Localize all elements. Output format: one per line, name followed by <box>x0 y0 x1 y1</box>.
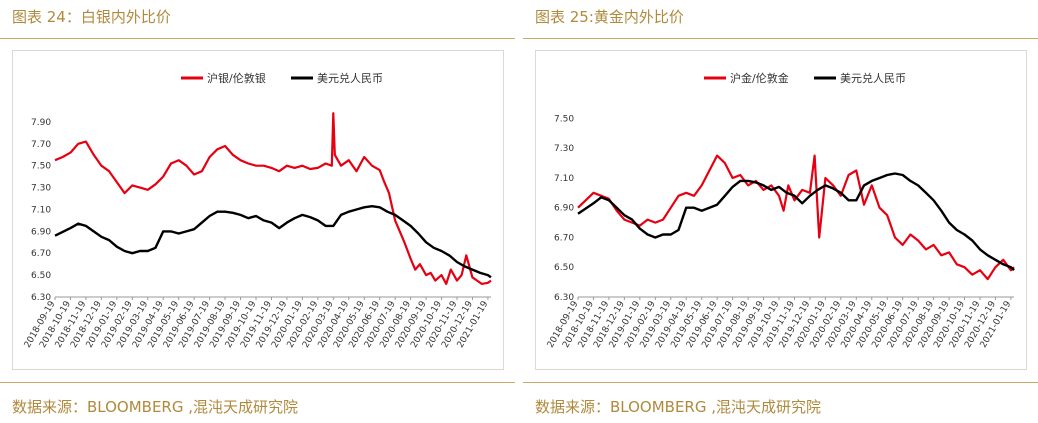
series-line-0 <box>54 112 492 285</box>
y-tick-label: 6.30 <box>554 293 574 303</box>
figure-title: 图表 25:黄金内外比价 <box>535 8 684 26</box>
figure-24-panel: 图表 24：白银内外比价 沪银/伦敦银 美元兑人民币 7.90 7.70 7.50 7.3… <box>0 0 515 423</box>
data-source: 数据来源：BLOOMBERG ,混沌天成研究院 <box>12 398 299 416</box>
y-axis: 7.50 7.30 7.10 6.90 6.70 6.50 6.30 <box>554 114 574 303</box>
y-tick-label: 7.70 <box>31 140 51 150</box>
legend-item-0: 沪银/伦敦银 <box>181 71 266 85</box>
y-tick-label: 6.90 <box>554 204 574 214</box>
y-tick-label: 6.70 <box>31 249 51 259</box>
y-tick-label: 7.30 <box>554 144 574 154</box>
legend-item-1: 美元兑人民币 <box>291 71 383 85</box>
chart-legend: 沪金/伦敦金 美元兑人民币 <box>704 71 906 85</box>
y-tick-label: 7.50 <box>31 162 51 172</box>
y-tick-label: 7.90 <box>31 118 51 128</box>
x-axis: 2018-09-192018-10-192018-11-192018-12-19… <box>23 297 491 350</box>
y-tick-label: 6.30 <box>31 293 51 303</box>
y-tick-label: 6.50 <box>554 263 574 273</box>
series-line-1 <box>54 204 492 279</box>
gold-ratio-chart-svg: 沪金/伦敦金 美元兑人民币 7.50 7.30 7.10 6.90 6.70 6.50 6.30… <box>546 71 1015 350</box>
legend-item-0: 沪金/伦敦金 <box>704 71 789 85</box>
series-line-1 <box>577 172 1015 272</box>
legend-label: 美元兑人民币 <box>317 71 383 85</box>
legend-label: 沪金/伦敦金 <box>730 71 789 85</box>
legend-label: 沪银/伦敦银 <box>207 71 266 85</box>
x-axis: 2018-09-192018-10-192018-11-192018-12-19… <box>546 297 1014 350</box>
y-axis: 7.90 7.70 7.50 7.30 7.10 6.90 6.70 6.50 6.30 <box>31 118 51 303</box>
y-tick-label: 6.70 <box>554 233 574 243</box>
figure-title: 图表 24：白银内外比价 <box>12 8 171 26</box>
legend-label: 美元兑人民币 <box>840 71 906 85</box>
silver-ratio-chart-svg: 沪银/伦敦银 美元兑人民币 7.90 7.70 7.50 7.30 7.10 6.90 6.70… <box>23 71 492 350</box>
title-divider <box>523 38 1038 39</box>
y-tick-label: 6.90 <box>31 227 51 237</box>
data-source: 数据来源：BLOOMBERG ,混沌天成研究院 <box>535 398 822 416</box>
y-tick-label: 7.50 <box>554 114 574 124</box>
source-divider <box>0 382 515 383</box>
figure-25-panel: 图表 25:黄金内外比价 沪金/伦敦金 美元兑人民币 7.50 7.30 7.10 6.9… <box>523 0 1038 423</box>
y-tick-label: 7.10 <box>31 205 51 215</box>
silver-ratio-chart: 沪银/伦敦银 美元兑人民币 7.90 7.70 7.50 7.30 7.10 6.90 6.70… <box>12 50 504 370</box>
series-line-0 <box>577 154 1015 281</box>
title-divider <box>0 38 515 39</box>
y-tick-label: 7.10 <box>554 174 574 184</box>
legend-item-1: 美元兑人民币 <box>814 71 906 85</box>
chart-legend: 沪银/伦敦银 美元兑人民币 <box>181 71 383 85</box>
y-tick-label: 7.30 <box>31 184 51 194</box>
gold-ratio-chart: 沪金/伦敦金 美元兑人民币 7.50 7.30 7.10 6.90 6.70 6.50 6.30… <box>535 50 1027 370</box>
y-tick-label: 6.50 <box>31 271 51 281</box>
source-divider <box>523 382 1038 383</box>
